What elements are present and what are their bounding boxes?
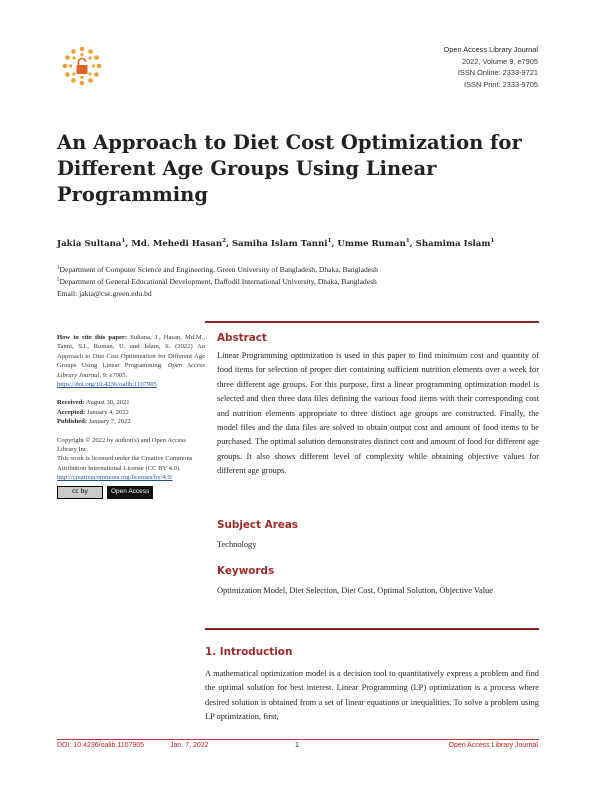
divider [205, 321, 539, 323]
divider [205, 628, 539, 630]
affiliation: 2Department of General Educational Devel… [57, 277, 377, 286]
page-number: 1 [295, 742, 299, 749]
published-date: Published: January 7, 2022 [57, 418, 131, 426]
footer-journal: Open Access Library Journal [448, 742, 539, 749]
subject-text: Technology [217, 540, 257, 549]
accepted-date: Accepted: January 4, 2022 [57, 408, 129, 416]
cc-by-badge[interactable]: cc by [57, 485, 103, 499]
author-name: Umme Ruman [337, 238, 406, 249]
author-name: Md. Mehedi Hasan [131, 238, 223, 249]
citation-sidebar: How to cite this paper: Sultana, J., Has… [57, 333, 205, 499]
license-text: This work is licensed under the Creative… [57, 455, 193, 472]
journal-name[interactable]: Open Access Library Journal [443, 45, 538, 54]
keywords-text: Optimization Model, Diet Selection, Diet… [217, 586, 493, 595]
abstract-heading: Abstract [217, 332, 267, 344]
open-access-badge[interactable]: Open Access [107, 485, 154, 499]
author-name: Samiha Islam Tanni [231, 238, 328, 249]
journal-info: Open Access Library Journal 2022, Volume… [444, 44, 538, 90]
author-list: Jakia Sultana1, Md. Mehedi Hasan2, Samih… [57, 238, 495, 249]
affiliation: 1Department of Computer Science and Engi… [57, 265, 378, 274]
issn-print: ISSN Print: 2333-9705 [464, 79, 538, 89]
doi-link[interactable]: https://doi.org/10.4236/oalib.1107905 [57, 381, 157, 389]
journal-volume: 2022, Volume 9, e7905 [461, 56, 538, 66]
abstract-text: Linear Programming optimization is used … [217, 351, 539, 476]
received-date: Received: August 30, 2021 [57, 399, 130, 407]
footer-divider [57, 739, 539, 740]
subject-heading: Subject Areas [217, 519, 299, 531]
introduction-text: A mathematical optimization model is a d… [205, 669, 539, 722]
footer-doi[interactable]: DOI: 10.4236/oalib.1107905 [57, 742, 145, 749]
citation-block: How to cite this paper: Sultana, J., Has… [57, 334, 205, 389]
cite-label: How to cite this paper: [57, 334, 128, 341]
journal-logo [62, 46, 102, 86]
copyright-text: Copyright © 2022 by author(s) and Open A… [57, 436, 186, 454]
email-address[interactable]: Email: jakia@cse.green.edu.bd [57, 289, 152, 298]
footer-date: Jan. 7, 2022 [170, 742, 209, 749]
author-name: Shamima Islam [415, 238, 491, 249]
paper-title: An Approach to Diet Cost Optimization fo… [57, 131, 522, 206]
license-link[interactable]: http://creativecommons.org/licenses/by/4… [57, 474, 173, 482]
introduction-heading: 1. Introduction [205, 646, 293, 658]
issn-online: ISSN Online: 2333-9721 [457, 68, 538, 77]
keywords-heading: Keywords [217, 565, 275, 577]
author-name: Jakia Sultana [57, 238, 122, 249]
